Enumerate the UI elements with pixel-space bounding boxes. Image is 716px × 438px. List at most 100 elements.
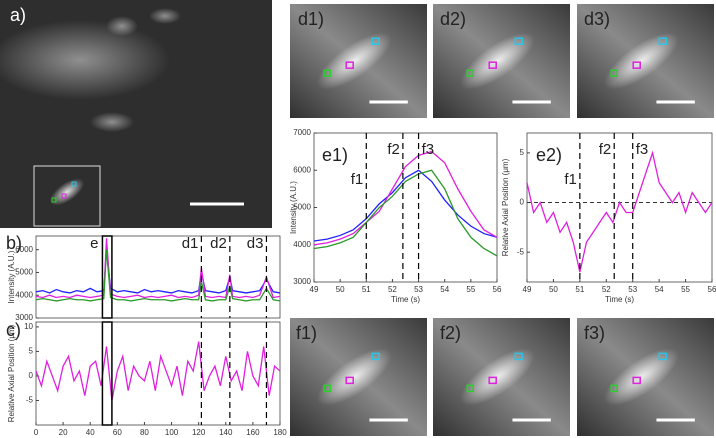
x-tick-label: 56: [708, 285, 716, 294]
cell-blob: [604, 32, 679, 90]
panel-label: e1): [322, 145, 348, 165]
micrograph: [577, 318, 714, 436]
micrograph: [433, 4, 570, 118]
x-tick-label: 50: [336, 285, 345, 294]
x-tick-label: 51: [575, 285, 584, 294]
micrograph: [0, 0, 272, 228]
x-tick-label: 52: [602, 285, 611, 294]
micrograph: [433, 318, 570, 436]
marker-label: f1: [564, 171, 577, 188]
cell-blob: [317, 348, 392, 406]
y-tick-label: 0: [29, 371, 34, 380]
roi-magenta: [632, 61, 641, 69]
y-axis-label: Relative Axial Position (μm): [7, 324, 16, 422]
x-tick-label: 55: [466, 285, 475, 294]
panel-label: e2): [536, 145, 562, 165]
x-tick-label: 160: [246, 428, 260, 437]
series-line: [526, 150, 713, 273]
roi-magenta: [345, 61, 354, 69]
cell-blob: [460, 348, 535, 406]
micrograph: [290, 318, 427, 436]
x-tick-label: 100: [165, 428, 179, 437]
y-axis-label: Intensity (A.U.): [289, 181, 298, 234]
series-line: [35, 341, 281, 401]
cell-blob: [0, 20, 170, 100]
series-line: [313, 169, 498, 242]
y-tick-label: 7000: [293, 128, 311, 137]
x-tick-label: 40: [86, 428, 95, 437]
x-tick-label: 0: [34, 428, 39, 437]
series-line: [35, 238, 281, 299]
y-axis-label: Relative Axial Position (μm): [501, 158, 510, 256]
y-axis-label: Intensity (A.U.): [7, 250, 16, 303]
x-axis-label: Time (s): [391, 295, 420, 304]
marker-label: d3: [247, 235, 264, 252]
x-tick-label: 51: [362, 285, 371, 294]
cell-blob: [604, 348, 679, 406]
panel-label: d3): [584, 9, 610, 29]
box-label: e: [90, 235, 98, 252]
y-tick-label: -5: [517, 247, 525, 256]
y-tick-label: 5000: [293, 203, 311, 212]
x-tick-label: 53: [628, 285, 637, 294]
y-tick-label: 4000: [293, 240, 311, 249]
panel-label: f3): [584, 323, 605, 343]
panel-label: f1): [296, 323, 317, 343]
panel-label: f2): [440, 323, 461, 343]
panel-label: c): [6, 320, 21, 340]
marker-label: d1: [182, 235, 199, 252]
roi-green: [466, 384, 474, 393]
y-tick-label: 3000: [293, 277, 311, 286]
roi-cyan: [371, 352, 380, 361]
plot-frame: [526, 132, 713, 283]
roi-green: [323, 69, 331, 77]
marker-label: f2: [599, 141, 612, 158]
roi-cyan: [514, 37, 523, 45]
marker-label: f2: [387, 141, 400, 158]
roi-magenta: [488, 376, 497, 385]
x-tick-label: 56: [493, 285, 502, 294]
roi-green: [323, 384, 331, 393]
roi-magenta: [61, 193, 67, 199]
x-tick-label: 55: [681, 285, 690, 294]
x-tick-label: 49: [310, 285, 319, 294]
marker-label: f3: [422, 141, 435, 158]
y-tick-label: 10: [24, 322, 33, 331]
y-tick-label: 5: [520, 148, 525, 157]
cell-blob: [317, 32, 392, 90]
x-tick-label: 140: [219, 428, 233, 437]
x-tick-label: 20: [59, 428, 68, 437]
highlight-box: [101, 321, 113, 426]
y-tick-label: 5: [29, 347, 34, 356]
x-tick-label: 120: [192, 428, 206, 437]
x-tick-label: 60: [113, 428, 122, 437]
roi-cyan: [71, 181, 77, 187]
panel-label: a): [10, 5, 26, 25]
y-tick-label: 6000: [293, 165, 311, 174]
series-line: [35, 249, 281, 294]
y-tick-label: 6000: [15, 245, 33, 254]
roi-magenta: [488, 61, 497, 69]
series-line: [313, 169, 498, 257]
x-tick-label: 180: [273, 428, 287, 437]
panel-label: b): [6, 233, 22, 253]
micrograph: [290, 4, 427, 118]
roi-magenta: [632, 376, 641, 385]
highlight-box: [101, 235, 113, 319]
y-tick-label: 0: [520, 198, 525, 207]
x-tick-label: 52: [388, 285, 397, 294]
roi-magenta: [345, 376, 354, 385]
roi-green: [610, 384, 618, 393]
y-tick-label: 5000: [15, 268, 33, 277]
panel-label: d2): [440, 9, 466, 29]
micrograph: [577, 4, 714, 118]
x-tick-label: 53: [414, 285, 423, 294]
roi-cyan: [514, 352, 523, 361]
roi-green: [466, 69, 474, 77]
y-tick-label: 4000: [15, 290, 33, 299]
marker-label: f3: [636, 141, 649, 158]
plot-frame: [35, 235, 281, 319]
x-tick-label: 54: [440, 285, 449, 294]
